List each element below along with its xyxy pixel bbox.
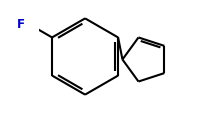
Text: F: F bbox=[17, 17, 25, 30]
